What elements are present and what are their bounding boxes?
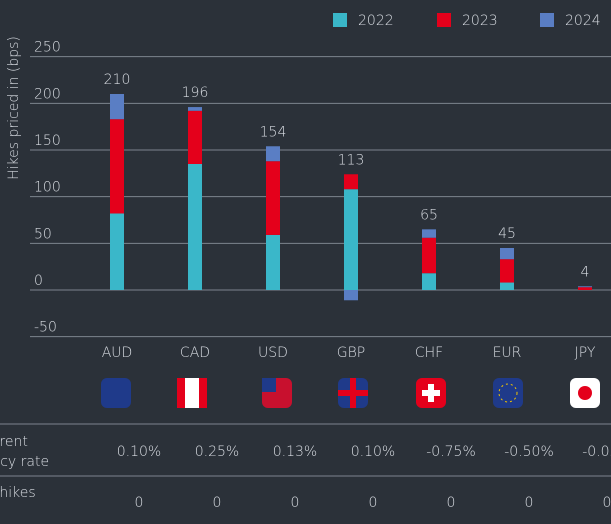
table-cell: 0 [135, 495, 144, 511]
flag-cad-band [199, 378, 207, 408]
bar-segment [578, 286, 592, 288]
bar-segment [578, 287, 592, 290]
legend-swatch [437, 13, 451, 27]
table-cell: 0 [291, 495, 300, 511]
y-tick-label: 150 [34, 133, 61, 149]
table-cell: 0 [369, 495, 378, 511]
flag-usd-canton [262, 378, 276, 392]
legend-swatch [540, 13, 554, 27]
bar-segment [500, 259, 514, 283]
table-cell: 0 [603, 495, 611, 511]
total-label: 196 [182, 85, 209, 101]
bar-segment [500, 248, 514, 260]
row-label: Current [0, 434, 28, 450]
x-tick-label: EUR [493, 345, 522, 361]
bar-segment [422, 229, 436, 238]
bar-segment [110, 213, 124, 290]
bar-segment [344, 174, 358, 190]
total-label: 65 [420, 207, 438, 223]
table-cell: 0.10% [117, 444, 161, 460]
bar-segment [344, 189, 358, 290]
table-cell: 0.13% [273, 444, 317, 460]
legend-label: 2023 [462, 13, 498, 29]
total-label: 4 [581, 264, 590, 280]
x-tick-label: CAD [180, 345, 210, 361]
row-label: Q1 hikes [0, 485, 36, 501]
bar-segment [344, 290, 358, 301]
table-cell: -0.05% [582, 444, 611, 460]
bar-segment [266, 161, 280, 235]
x-tick-label: USD [258, 345, 288, 361]
x-tick-label: CHF [415, 345, 443, 361]
legend-label: 2024 [565, 13, 601, 29]
flag-gbp-cross [338, 390, 368, 396]
flag-cad-band [177, 378, 185, 408]
total-label: 210 [104, 72, 131, 88]
flag-jpy-disc [578, 386, 592, 400]
bar-segment [422, 237, 436, 274]
y-tick-label: 250 [34, 40, 61, 56]
y-tick-label: -50 [34, 320, 57, 336]
y-tick-label: 50 [34, 226, 52, 242]
row-label: policy rate [0, 454, 49, 470]
table-cell: -0.75% [426, 444, 476, 460]
bar-segment [188, 110, 202, 164]
bar-segment [500, 282, 514, 290]
legend-swatch [333, 13, 347, 27]
x-tick-label: JPY [575, 345, 596, 361]
flag-aud [101, 378, 131, 408]
flag-chf-cross [422, 390, 440, 396]
y-tick-label: 100 [34, 180, 61, 196]
bar-segment [266, 146, 280, 162]
total-label: 45 [498, 226, 516, 242]
table-cell: 0 [525, 495, 534, 511]
flags [101, 378, 600, 408]
total-label: 154 [260, 124, 287, 140]
y-axis-label: Hikes priced in (bps) [6, 36, 22, 180]
total-label: 113 [338, 152, 365, 168]
bar-segment [422, 273, 436, 290]
y-tick-label: 0 [34, 273, 43, 289]
table-cell: -0.50% [504, 444, 554, 460]
x-tick-label: AUD [102, 345, 133, 361]
bar-segment [266, 234, 280, 290]
bar-segment [188, 107, 202, 111]
table-cell: 0 [447, 495, 456, 511]
table-cell: 0.10% [351, 444, 395, 460]
y-tick-label: 200 [34, 86, 61, 102]
flag-eur-stars [498, 383, 518, 403]
table-cell: 0.25% [195, 444, 239, 460]
legend-label: 2022 [358, 13, 394, 29]
flag-eur [493, 378, 523, 408]
table-cell: 0 [213, 495, 222, 511]
bar-segment [110, 94, 124, 120]
x-tick-label: GBP [337, 345, 365, 361]
bar-segment [188, 164, 202, 290]
bar-segment [110, 119, 124, 214]
